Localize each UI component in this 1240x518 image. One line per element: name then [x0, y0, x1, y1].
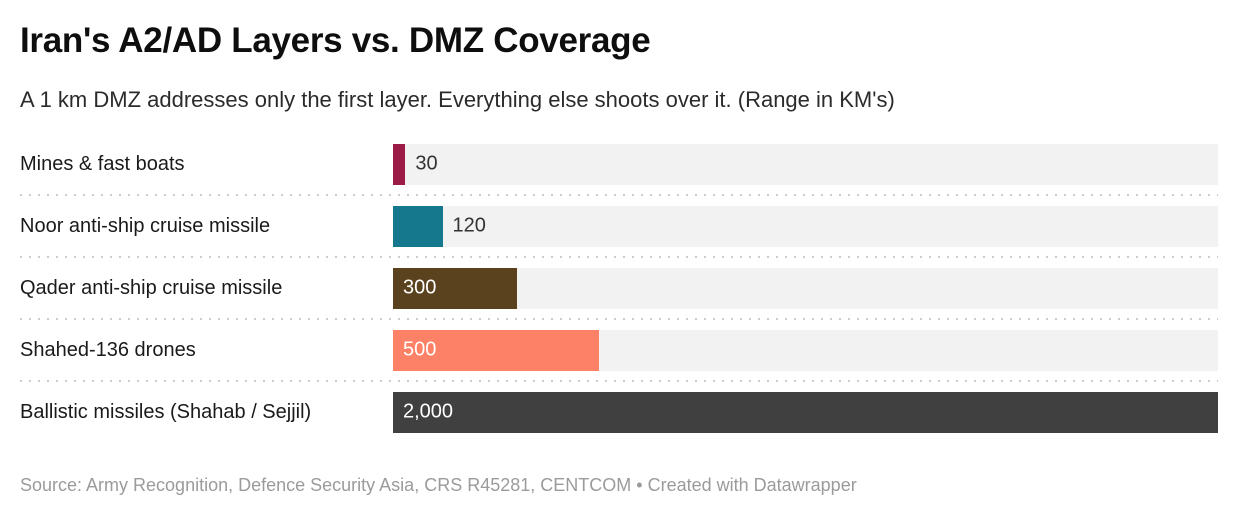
category-label: Noor anti-ship cruise missile — [20, 214, 271, 237]
category-label: Ballistic missiles (Shahab / Sejjil) — [20, 400, 312, 423]
chart-footer: Source: Army Recognition, Defence Securi… — [20, 475, 1218, 496]
bar-track: 300 — [393, 267, 1218, 309]
chart-title: Iran's A2/AD Layers vs. DMZ Coverage — [20, 21, 651, 60]
category-label: Shahed-136 drones — [20, 338, 196, 361]
bar-chart: Mines & fast boats 30 Noor anti-ship cru… — [20, 143, 1218, 433]
row-separator — [20, 308, 1218, 330]
bar — [393, 391, 1218, 433]
row-separator — [20, 184, 1218, 206]
value-label: 120 — [452, 214, 486, 237]
footer-separator: • — [636, 474, 643, 495]
bar-track: 500 — [393, 329, 1218, 371]
chart-subtitle: A 1 km DMZ addresses only the first laye… — [20, 86, 895, 112]
value-label: 2,000 — [403, 400, 454, 423]
bar-track: 2,000 — [393, 391, 1218, 433]
category-label: Mines & fast boats — [20, 152, 185, 175]
row-separator — [20, 246, 1218, 268]
chart-row: Mines & fast boats 30 — [20, 143, 1218, 185]
chart-row: Qader anti-ship cruise missile 300 — [20, 267, 1218, 309]
bar-track: 120 — [393, 205, 1218, 247]
value-label: 30 — [415, 152, 438, 175]
value-label: 500 — [403, 338, 437, 361]
chart-row: Shahed-136 drones 500 — [20, 329, 1218, 371]
bar — [393, 205, 443, 247]
source-text: Source: Army Recognition, Defence Securi… — [20, 474, 632, 495]
bar — [393, 329, 600, 371]
datawrapper-credit[interactable]: Created with Datawrapper — [647, 474, 857, 495]
category-label: Qader anti-ship cruise missile — [20, 276, 283, 299]
bar — [393, 143, 406, 185]
chart-row: Noor anti-ship cruise missile 120 — [20, 205, 1218, 247]
bar-track: 30 — [393, 143, 1218, 185]
row-separator — [20, 370, 1218, 392]
value-label: 300 — [403, 276, 437, 299]
bar — [393, 267, 517, 309]
chart-row: Ballistic missiles (Shahab / Sejjil) 2,0… — [20, 391, 1218, 433]
